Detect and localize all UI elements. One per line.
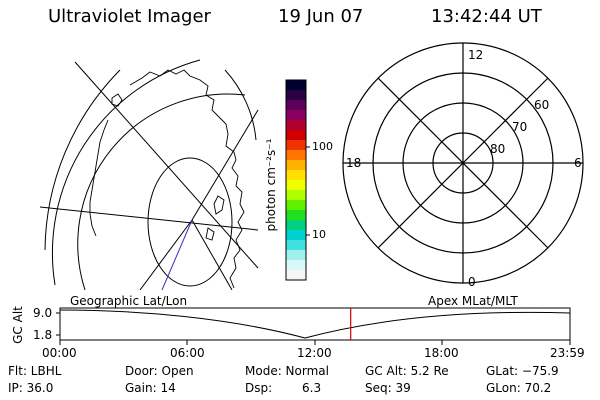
colorbar-band <box>286 140 306 151</box>
xtick-1800: 18:00 <box>424 346 459 360</box>
info-seq: Seq: 39 <box>365 381 411 395</box>
colorbar-band <box>286 100 306 111</box>
info-dsp: Dsp: <box>245 381 273 395</box>
colorbar-band <box>286 260 306 271</box>
colorbar-band <box>286 160 306 171</box>
outer-arc <box>44 69 121 251</box>
xtick-0600: 06:00 <box>170 346 205 360</box>
info-glon: GLon: 70.2 <box>486 381 552 395</box>
xtick-0000: 00:00 <box>42 346 77 360</box>
colorbar-band <box>286 270 306 281</box>
mlt-label-12: 12 <box>468 48 484 62</box>
info-glat: GLat: −75.9 <box>486 364 559 378</box>
info-filter: Flt: LBHL <box>8 364 62 378</box>
meridian-5 <box>191 109 259 221</box>
polar-diag-2 <box>377 77 549 249</box>
info-gc-alt: GC Alt: 5.2 Re <box>365 364 449 378</box>
colorbar-unit-label: photon cm⁻²s⁻¹ <box>264 138 278 232</box>
outer-arc-right <box>224 69 257 141</box>
meridian-1 <box>40 206 259 231</box>
apex-label: Apex MLat/MLT <box>428 294 518 308</box>
colorbar-band <box>286 80 306 91</box>
polar-plot <box>342 42 584 284</box>
colorbar-band <box>286 240 306 251</box>
info-gain: Gain: 14 <box>125 381 176 395</box>
colorbar-frame <box>285 79 307 281</box>
colorbar-band <box>286 130 306 141</box>
coastline-5 <box>205 227 215 241</box>
mlt-label-0: 0 <box>468 275 476 289</box>
lat-circle-outer <box>51 59 201 286</box>
info-dsp-value: 6.3 <box>302 381 322 395</box>
info-door: Door: Open <box>125 364 194 378</box>
colorbar-band <box>286 170 306 181</box>
coastline-3 <box>111 93 123 107</box>
mlat-label-80: 80 <box>490 142 506 156</box>
time-label: 13:42:44 UT <box>431 6 542 27</box>
page-title: Ultraviolet Imager <box>48 6 211 27</box>
altitude-plot <box>56 307 571 345</box>
colorbar-band <box>286 230 306 241</box>
meridian-4 <box>191 219 233 290</box>
geographic-map <box>40 59 259 290</box>
altitude-ytick-1.8: 1.8 <box>33 328 53 342</box>
colorbar-tick-label-100: 100 <box>312 140 333 153</box>
colorbar-band <box>286 90 306 101</box>
colorbar <box>286 80 306 281</box>
meridian-2 <box>74 61 259 269</box>
lat-circle-inner <box>147 157 233 287</box>
coastline-2 <box>89 119 109 237</box>
mlt-label-18: 18 <box>346 156 362 170</box>
colorbar-tick-label-10: 10 <box>312 228 326 241</box>
colorbar-band <box>286 150 306 161</box>
mlat-label-60: 60 <box>534 98 550 112</box>
colorbar-band <box>286 190 306 201</box>
altitude-ytick-9: 9.0 <box>33 306 53 320</box>
info-mode: Mode: Normal <box>245 364 329 378</box>
mlat-label-70: 70 <box>512 120 528 134</box>
coastline-4 <box>213 195 225 215</box>
xtick-1200: 12:00 <box>297 346 332 360</box>
lat-circle-mid <box>77 93 246 290</box>
info-ip: IP: 36.0 <box>8 381 54 395</box>
coastline <box>129 69 245 289</box>
colorbar-band <box>286 250 306 261</box>
colorbar-band <box>286 120 306 131</box>
mlt-label-6: 6 <box>574 156 582 170</box>
date-label: 19 Jun 07 <box>278 6 364 27</box>
meridian-3 <box>139 219 193 290</box>
colorbar-band <box>286 220 306 231</box>
altitude-ylabel: GC Alt <box>11 306 25 344</box>
xtick-2359: 23:59 <box>550 346 585 360</box>
colorbar-band <box>286 210 306 221</box>
geographic-label: Geographic Lat/Lon <box>70 294 188 308</box>
altitude-curve <box>59 309 571 339</box>
colorbar-band <box>286 110 306 121</box>
colorbar-band <box>286 180 306 191</box>
colorbar-band <box>286 200 306 211</box>
meridian-6 <box>161 219 193 290</box>
